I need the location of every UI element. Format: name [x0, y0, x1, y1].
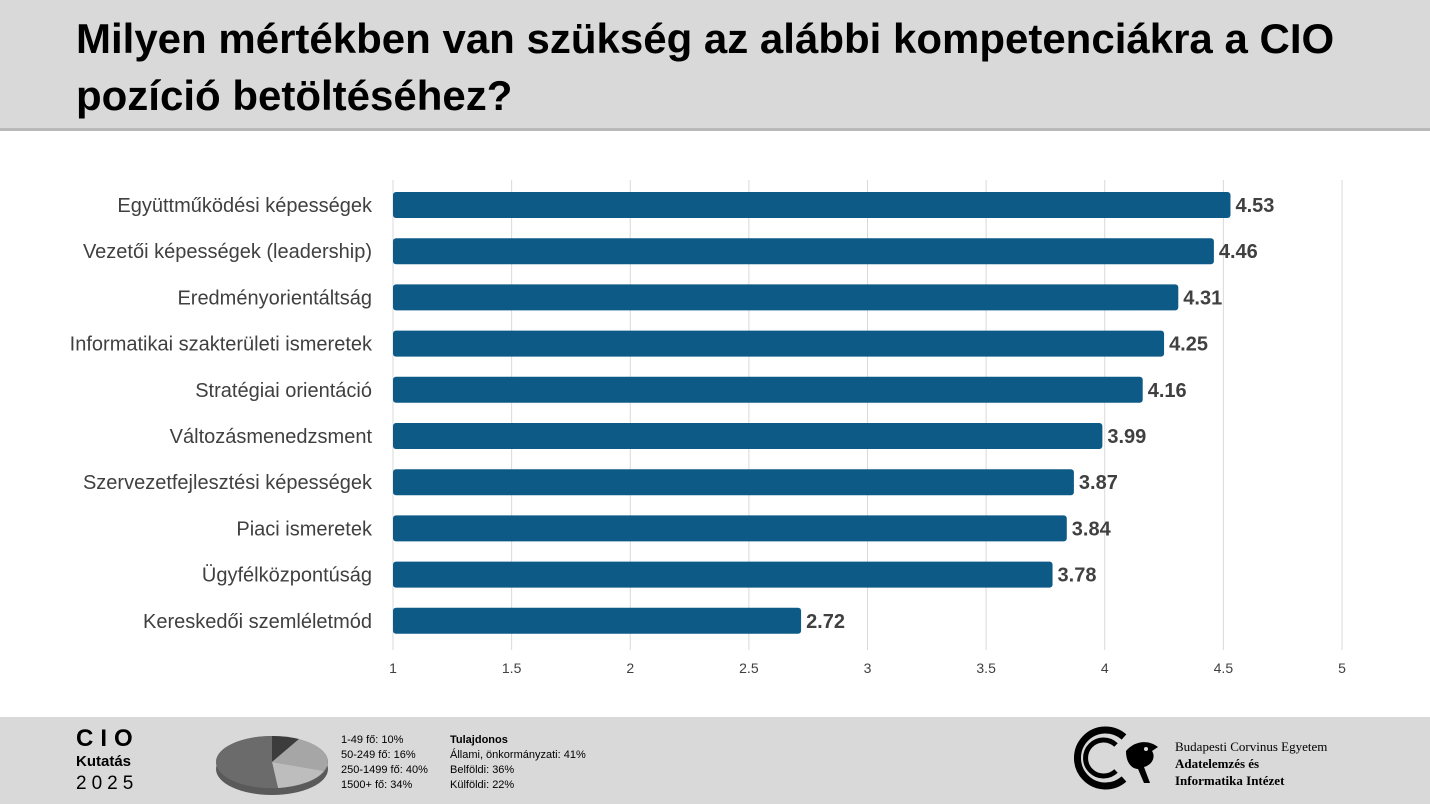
category-label: Piaci ismeretek	[236, 518, 373, 540]
category-label: Ügyfélközpontúság	[202, 565, 372, 587]
x-tick-label: 1.5	[502, 660, 522, 676]
bar	[393, 515, 1067, 542]
data-label: 3.78	[1058, 565, 1097, 587]
bar	[393, 423, 1103, 449]
category-label: Kereskedői szemléletmód	[143, 611, 372, 633]
bar	[393, 607, 802, 634]
data-label: 4.25	[1169, 334, 1208, 356]
company-size-legend: 1-49 fő: 10% 50-249 fő: 16% 250-1499 fő:…	[341, 733, 428, 793]
data-label: 2.72	[806, 611, 845, 633]
bar	[393, 330, 1165, 357]
category-label: Stratégiai orientáció	[195, 380, 372, 402]
x-tick-label: 3	[864, 660, 872, 676]
bar	[393, 192, 1231, 218]
x-tick-label: 5	[1338, 660, 1346, 676]
brand-block: CIO Kutatás 2025	[76, 726, 140, 796]
ownership-item: Állami, önkormányzati: 41%	[450, 749, 586, 761]
brand-kutatas: Kutatás	[76, 753, 132, 770]
bar	[393, 284, 1179, 311]
category-label: Eredményorientáltság	[177, 287, 372, 309]
category-label: Együttműködési képességek	[117, 195, 373, 217]
company-size-pie-icon	[215, 735, 328, 795]
data-label: 3.84	[1072, 518, 1112, 540]
page-title: Milyen mértékben van szükség az alábbi k…	[76, 15, 1335, 119]
category-label: Vezetői képességek (leadership)	[83, 241, 372, 263]
x-tick-label: 2	[626, 660, 634, 676]
bar	[393, 561, 1053, 588]
data-label: 4.31	[1183, 287, 1222, 309]
size-item: 250-1499 fő: 40%	[341, 764, 428, 776]
bar	[393, 238, 1214, 265]
x-tick-label: 1	[389, 660, 397, 676]
institute-line: Adatelemzés és	[1175, 756, 1260, 771]
title-bar: Milyen mértékben van szükség az alábbi k…	[0, 0, 1430, 131]
ownership-item: Külföldi: 22%	[450, 779, 515, 791]
x-tick-label: 2.5	[739, 660, 759, 676]
bar	[393, 376, 1143, 403]
data-label: 3.99	[1107, 426, 1146, 448]
corvinus-logo-icon	[1073, 726, 1158, 790]
university-name: Budapesti Corvinus Egyetem Adatelemzés é…	[1175, 738, 1327, 789]
x-tick-label: 4.5	[1214, 660, 1234, 676]
data-label: 3.87	[1079, 472, 1118, 494]
category-label: Változásmenedzsment	[170, 426, 373, 448]
data-label: 4.16	[1148, 380, 1187, 402]
size-item: 50-249 fő: 16%	[341, 749, 416, 761]
bar-chart: 1 1.5 2 2.5 3 3.5 4 4.5 5 Együttműködési képesség…	[70, 180, 1346, 676]
ownership-item: Belföldi: 36%	[450, 764, 515, 776]
ownership-heading: Tulajdonos	[450, 734, 508, 746]
category-label: Informatikai szakterületi ismeretek	[70, 334, 373, 356]
size-item: 1500+ fő: 34%	[341, 779, 413, 791]
data-label: 4.46	[1219, 241, 1258, 263]
footer: CIO Kutatás 2025 1-49 fő: 10% 50-249 fő:…	[0, 717, 1430, 804]
category-label: Szervezetfejlesztési képességek	[83, 472, 373, 494]
data-label: 4.53	[1235, 195, 1274, 217]
size-item: 1-49 fő: 10%	[341, 734, 404, 746]
institute-line: Informatika Intézet	[1175, 773, 1285, 788]
x-tick-label: 3.5	[976, 660, 996, 676]
brand-cio: CIO	[76, 725, 140, 752]
university-line: Budapesti Corvinus Egyetem	[1175, 739, 1328, 754]
brand-year: 2025	[76, 773, 139, 794]
bar	[393, 469, 1074, 496]
x-tick-label: 4	[1101, 660, 1109, 676]
ownership-legend: Tulajdonos Állami, önkormányzati: 41% Be…	[450, 733, 586, 793]
